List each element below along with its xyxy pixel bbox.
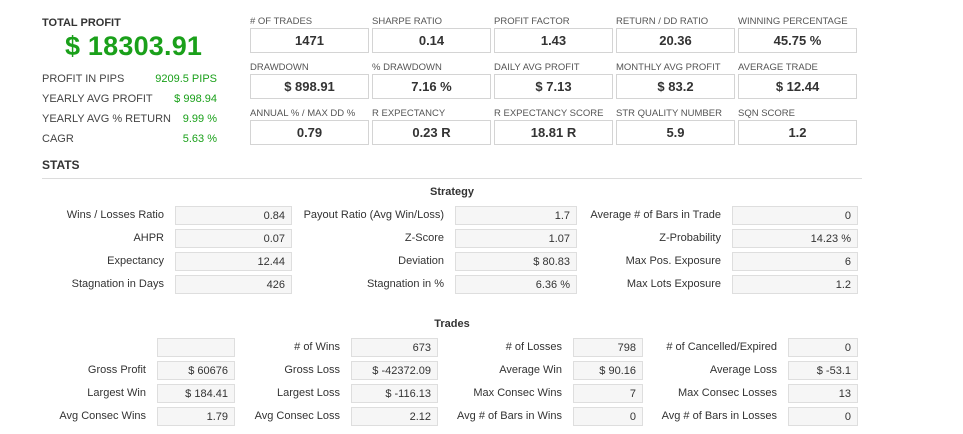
cagr-value: 5.63 % (182, 133, 217, 145)
trades-row-value: $ 184.41 (157, 384, 235, 403)
profit-in-pips-label: PROFIT IN PIPS (42, 73, 125, 85)
metric-label: SHARPE RATIO (372, 16, 443, 27)
metric-label: DRAWDOWN (250, 62, 309, 73)
metric-value: 0.14 (372, 28, 491, 53)
strategy-row-value: 0.84 (175, 206, 292, 225)
strategy-row-label: Z-Score (404, 232, 444, 244)
trades-row-label: # of Cancelled/Expired (666, 341, 777, 353)
strategy-row-value: $ 80.83 (455, 252, 577, 271)
trades-row-label: # of Wins (294, 341, 340, 353)
strategy-row-label: Max Lots Exposure (626, 278, 721, 290)
strategy-row-label: Expectancy (107, 255, 164, 267)
trades-row-label: Largest Loss (277, 387, 340, 399)
trades-row-label: Average Win (499, 364, 562, 376)
metric-label: % DRAWDOWN (372, 62, 442, 73)
metric-label: ANNUAL % / MAX DD % (250, 108, 356, 119)
strategy-row-value: 426 (175, 275, 292, 294)
trades-row-value: 0 (573, 407, 643, 426)
metric-label: WINNING PERCENTAGE (738, 16, 848, 27)
metric-value: $ 83.2 (616, 74, 735, 99)
trades-row-value: $ -53.1 (788, 361, 858, 380)
metric-value: 45.75 % (738, 28, 857, 53)
strategy-row-label: Wins / Losses Ratio (66, 209, 164, 221)
trades-row-value: 1.79 (157, 407, 235, 426)
metric-value: 1.43 (494, 28, 613, 53)
metric-value: 20.36 (616, 28, 735, 53)
metric-label: R EXPECTANCY SCORE (494, 108, 604, 119)
strategy-row-value: 12.44 (175, 252, 292, 271)
trades-row-label: Average Loss (709, 364, 777, 376)
yearly-avg-return-value: 9.99 % (182, 113, 217, 125)
strategy-row-label: Deviation (398, 255, 444, 267)
trades-row-value: $ -42372.09 (351, 361, 438, 380)
profit-in-pips-value: 9209.5 PIPS (155, 73, 217, 85)
trades-row-label: Max Consec Losses (677, 387, 777, 399)
strategy-row-label: Average # of Bars in Trade (590, 209, 721, 221)
trades-title: Trades (434, 318, 470, 330)
trades-row-value: 2.12 (351, 407, 438, 426)
strategy-row-value: 1.07 (455, 229, 577, 248)
trades-row-value: $ -116.13 (351, 384, 438, 403)
metric-label: SQN SCORE (738, 108, 796, 119)
yearly-avg-return-label: YEARLY AVG % RETURN (42, 113, 171, 125)
trades-row-value: 7 (573, 384, 643, 403)
total-profit-value: $ 18303.91 (65, 31, 203, 61)
metric-value: 1.2 (738, 120, 857, 145)
trades-row-label: Avg Consec Wins (59, 410, 146, 422)
metric-label: AVERAGE TRADE (738, 62, 818, 73)
trades-row-value: $ 90.16 (573, 361, 643, 380)
stats-title: STATS (42, 158, 80, 172)
strategy-row-value: 0.07 (175, 229, 292, 248)
trades-row-label: Max Consec Wins (473, 387, 562, 399)
strategy-row-value: 6 (732, 252, 858, 271)
trades-row-value: 0 (788, 338, 858, 357)
metric-value: 1471 (250, 28, 369, 53)
trades-row-value: 673 (351, 338, 438, 357)
trades-row-label: Avg # of Bars in Losses (661, 410, 777, 422)
yearly-avg-profit-value: $ 998.94 (174, 93, 217, 105)
strategy-row-label: Z-Probability (659, 232, 721, 244)
cagr-label: CAGR (42, 133, 74, 145)
strategy-row-label: Max Pos. Exposure (625, 255, 721, 267)
metric-label: PROFIT FACTOR (494, 16, 570, 27)
metric-label: # OF TRADES (250, 16, 313, 27)
trades-row-value: 0 (788, 407, 858, 426)
trades-row-label: Avg Consec Loss (254, 410, 340, 422)
metric-label: R EXPECTANCY (372, 108, 446, 119)
yearly-avg-profit-label: YEARLY AVG PROFIT (42, 93, 153, 105)
metric-value: 5.9 (616, 120, 735, 145)
metric-value: $ 7.13 (494, 74, 613, 99)
metric-value: 0.23 R (372, 120, 491, 145)
strategy-row-label: AHPR (133, 232, 164, 244)
metric-label: RETURN / DD RATIO (616, 16, 709, 27)
strategy-row-label: Payout Ratio (Avg Win/Loss) (303, 209, 444, 221)
trades-row-value: 798 (573, 338, 643, 357)
strategy-row-value: 6.36 % (455, 275, 577, 294)
trades-row-label: Gross Loss (284, 364, 340, 376)
trades-row-label: # of Losses (505, 341, 562, 353)
stats-divider (42, 178, 862, 179)
trades-row-value: 13 (788, 384, 858, 403)
metric-value: $ 12.44 (738, 74, 857, 99)
strategy-title: Strategy (429, 186, 475, 198)
metric-value: $ 898.91 (250, 74, 369, 99)
strategy-row-value: 1.2 (732, 275, 858, 294)
metric-value: 18.81 R (494, 120, 613, 145)
trades-row-label: Avg # of Bars in Wins (457, 410, 562, 422)
trades-row-value (157, 338, 235, 357)
trades-row-label: Largest Win (87, 387, 146, 399)
strategy-row-label: Stagnation in % (366, 278, 444, 290)
metric-label: MONTHLY AVG PROFIT (616, 62, 721, 73)
metric-label: STR QUALITY NUMBER (616, 108, 722, 119)
metric-value: 0.79 (250, 120, 369, 145)
trades-row-label: Gross Profit (87, 364, 146, 376)
total-profit-label: TOTAL PROFIT (42, 17, 121, 29)
strategy-row-value: 1.7 (455, 206, 577, 225)
strategy-row-value: 14.23 % (732, 229, 858, 248)
strategy-row-label: Stagnation in Days (71, 278, 164, 290)
trades-row-value: $ 60676 (157, 361, 235, 380)
metric-label: DAILY AVG PROFIT (494, 62, 580, 73)
strategy-row-value: 0 (732, 206, 858, 225)
metric-value: 7.16 % (372, 74, 491, 99)
